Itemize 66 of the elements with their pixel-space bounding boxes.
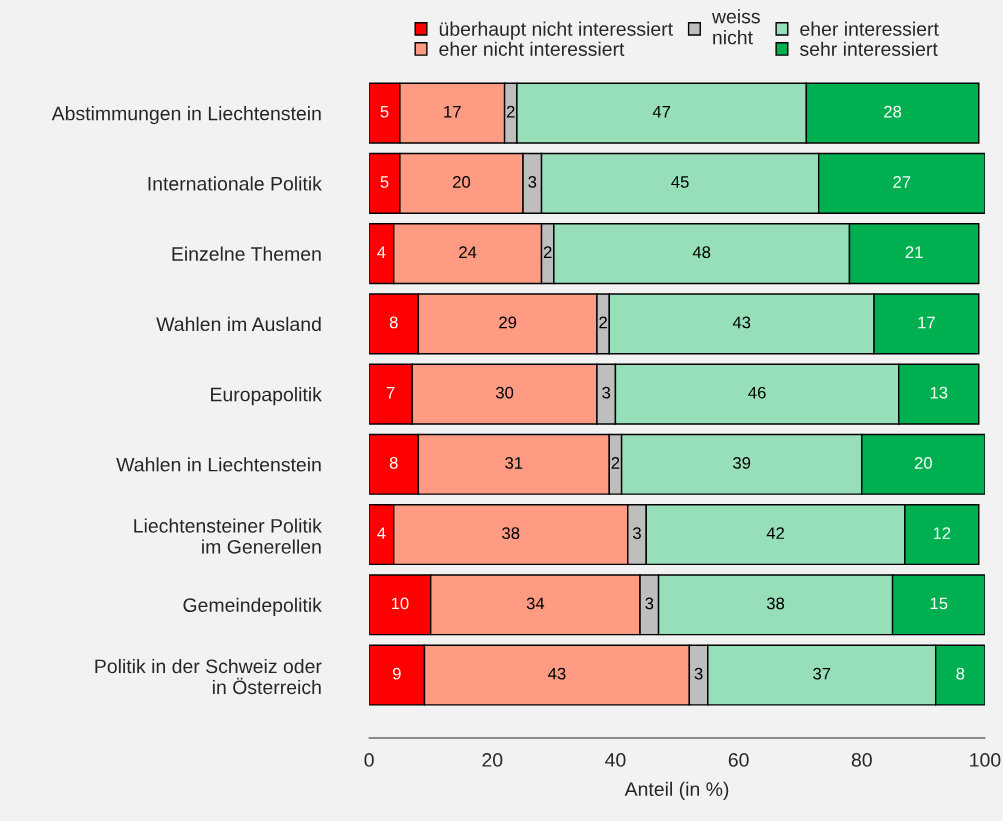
data-label: 5 <box>380 105 389 118</box>
data-label: 2 <box>599 316 607 329</box>
x-tick-label: 0 <box>364 753 374 767</box>
data-label: 17 <box>918 316 935 329</box>
data-label: 37 <box>813 667 831 680</box>
data-label: 48 <box>692 246 711 259</box>
data-label: 3 <box>528 176 537 188</box>
x-tick-label: 80 <box>851 753 872 767</box>
data-label: 20 <box>914 456 932 469</box>
data-label: 30 <box>495 386 514 399</box>
data-label: 5 <box>380 176 389 188</box>
legend-label: überhaupt nicht interessiert <box>439 21 673 40</box>
data-label: 9 <box>392 667 401 680</box>
data-label: 8 <box>389 316 398 329</box>
y-tick-label: Europapolitik <box>211 387 322 406</box>
data-label: 3 <box>645 597 654 610</box>
y-tick-label: Liechtensteiner Politik im Generellen <box>134 518 322 554</box>
data-label: 21 <box>905 246 923 258</box>
data-label: 12 <box>933 527 951 539</box>
y-tick-label: Wahlen in Liechtenstein <box>116 457 321 472</box>
data-label: 15 <box>930 597 948 610</box>
y-tick-label: Wahlen im Ausland <box>156 316 321 332</box>
data-label: 27 <box>893 176 911 188</box>
y-tick-label: Einzelne Themen <box>172 246 321 261</box>
data-label: 3 <box>694 667 703 680</box>
data-label: 46 <box>748 386 766 399</box>
data-label: 31 <box>505 456 523 469</box>
data-label: 3 <box>633 527 641 540</box>
data-label: 8 <box>956 667 965 680</box>
legend-label: eher nicht interessiert <box>439 41 625 56</box>
x-tick-label: 60 <box>728 753 749 767</box>
data-label: 43 <box>548 667 566 680</box>
data-label: 38 <box>502 527 520 540</box>
data-label: 4 <box>377 527 386 539</box>
data-label: 2 <box>543 246 552 258</box>
x-tick-label: 100 <box>970 753 1001 767</box>
data-label: 45 <box>671 176 689 188</box>
x-tick-label: 20 <box>482 753 503 767</box>
data-label: 29 <box>499 316 517 329</box>
data-label: 2 <box>506 105 515 118</box>
data-label: 10 <box>391 597 409 610</box>
data-label: 24 <box>459 246 477 258</box>
data-label: 47 <box>652 105 671 118</box>
data-label: 4 <box>377 246 386 258</box>
data-label: 39 <box>733 456 751 469</box>
legend-label: eher interessiert <box>800 21 939 36</box>
legend-label: sehr interessiert <box>799 41 938 56</box>
y-tick-label: Abstimmungen in Liechtenstein <box>51 106 321 125</box>
data-label: 43 <box>732 316 751 329</box>
data-label: 38 <box>766 597 785 610</box>
data-label: 2 <box>611 456 620 469</box>
x-axis-title: Anteil (in %) <box>624 781 729 800</box>
data-label: 20 <box>453 176 471 188</box>
data-label: 3 <box>602 386 611 399</box>
data-label: 7 <box>386 386 395 399</box>
data-label: 8 <box>389 456 398 469</box>
legend-label: weiss nicht <box>711 9 760 45</box>
data-label: 42 <box>766 527 784 539</box>
data-label: 28 <box>884 105 902 118</box>
data-label: 34 <box>526 597 545 610</box>
y-tick-label: Gemeindepolitik <box>183 597 322 616</box>
y-tick-label: Politik in der Schweiz oder in Österreich <box>95 658 322 695</box>
data-label: 13 <box>930 386 948 399</box>
x-tick-label: 40 <box>605 753 626 767</box>
y-tick-label: Internationale Politik <box>148 176 322 191</box>
data-label: 17 <box>444 105 461 118</box>
